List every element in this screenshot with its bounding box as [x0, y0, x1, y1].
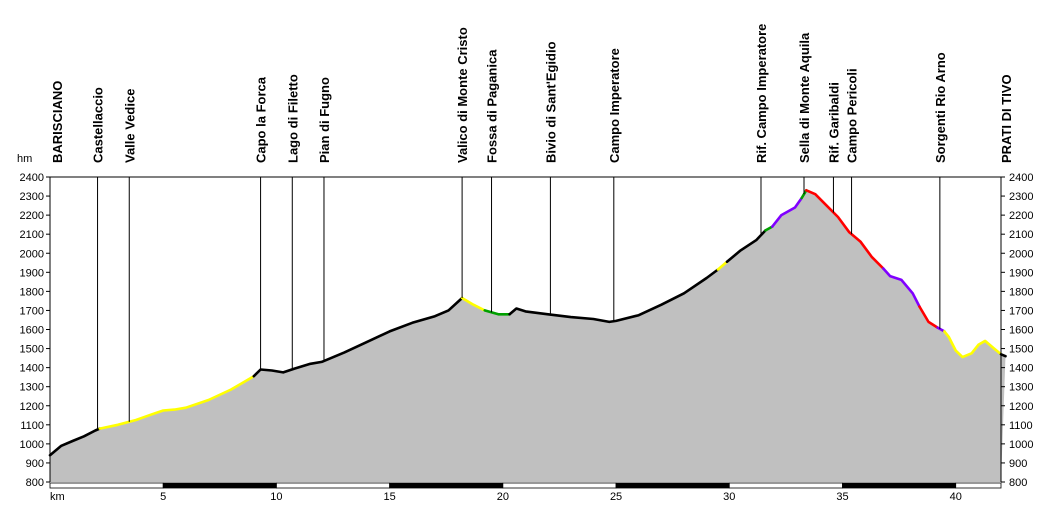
- x-axis-scale-block: [162, 482, 277, 489]
- y-tick-label-right: 1200: [1009, 401, 1033, 413]
- x-axis-scale-block: [49, 482, 164, 489]
- y-tick-label-left: 1900: [20, 267, 44, 279]
- elevation-segment: [716, 260, 729, 271]
- y-tick-label-left: 1000: [20, 439, 44, 451]
- elevation-segment: [881, 267, 921, 308]
- waypoint-label: Castellaccio: [91, 87, 106, 163]
- elevation-segment: [483, 309, 511, 316]
- terrain-area: [50, 190, 1006, 483]
- x-axis-scale-block: [502, 482, 617, 489]
- y-tick-label-right: 2300: [1009, 191, 1033, 203]
- waypoint-label: Pian di Fugno: [317, 77, 332, 163]
- y-tick-label-left: 1800: [20, 286, 44, 298]
- x-tick-label: 20: [497, 491, 509, 503]
- y-tick-label-left: 2300: [20, 191, 44, 203]
- y-tick-label-left: 2000: [20, 248, 44, 260]
- y-tick-label-right: 2400: [1009, 172, 1033, 184]
- waypoint-label: Sella di Monte Aquila: [797, 32, 812, 163]
- y-tick-label-left: 2100: [20, 229, 44, 241]
- y-tick-label-right: 2100: [1009, 229, 1033, 241]
- y-tick-label-right: 1000: [1009, 439, 1033, 451]
- axes-layer: 800 800 900 900 1000 1000 1100 1100 1200 1200 1300…: [17, 153, 1033, 503]
- elevation-segment: [999, 352, 1007, 358]
- waypoint-label: Sorgenti Rio Arno: [933, 52, 948, 163]
- x-axis-scale-block: [955, 482, 1002, 489]
- y-tick-label-right: 2200: [1009, 210, 1033, 222]
- x-axis-scale-block: [842, 482, 957, 489]
- y-tick-label-right: 1500: [1009, 344, 1033, 356]
- x-tick-label: 10: [270, 491, 282, 503]
- y-tick-label-left: 1500: [20, 344, 44, 356]
- y-tick-label-right: 1700: [1009, 305, 1033, 317]
- x-axis-scale-block: [276, 482, 391, 489]
- waypoint-label: Lago di Filetto: [285, 74, 300, 163]
- y-tick-label-right: 1900: [1009, 267, 1033, 279]
- elevation-segment: [725, 229, 767, 264]
- y-tick-label-right: 2000: [1009, 248, 1033, 260]
- x-tick-label: 35: [836, 491, 848, 503]
- y-tick-label-right: 1400: [1009, 363, 1033, 375]
- elevation-segment: [918, 305, 939, 329]
- x-tick-label: 30: [723, 491, 735, 503]
- elevation-segment: [943, 330, 1003, 359]
- y-tick-label-left: 2400: [20, 172, 44, 184]
- x-tick-label: 25: [610, 491, 622, 503]
- y-tick-label-left: 2200: [20, 210, 44, 222]
- y-tick-label-right: 900: [1009, 458, 1027, 470]
- terrain-area-layer: [50, 190, 1006, 483]
- waypoint-label: Valico di Monte Cristo: [455, 27, 470, 163]
- y-tick-label-left: 800: [26, 477, 44, 489]
- y-tick-label-left: 1300: [20, 382, 44, 394]
- elevation-segment: [460, 296, 487, 312]
- elevation-segment: [98, 374, 256, 430]
- x-axis-scale-block: [728, 482, 843, 489]
- waypoint-label: PRATI DI TIVO: [999, 74, 1014, 163]
- y-axis-unit-label: hm: [17, 153, 32, 165]
- waypoint-label: Fossa di Paganica: [485, 49, 500, 163]
- waypoint-label: BARISCIANO: [50, 81, 65, 163]
- elevation-segment: [252, 296, 464, 378]
- waypoint-label: Rif. Campo Imperatore: [754, 24, 769, 163]
- waypoint-label: Rif. Garibaldi: [826, 82, 841, 163]
- x-axis-scale-block: [389, 482, 504, 489]
- y-tick-label-left: 1600: [20, 325, 44, 337]
- y-tick-label-right: 1100: [1009, 420, 1033, 432]
- elevation-segment: [48, 427, 102, 457]
- elevation-line-layer: [48, 189, 1007, 457]
- x-axis-unit-label: km: [50, 491, 65, 503]
- waypoint-label: Valle Vedice: [122, 89, 137, 163]
- y-tick-label-left: 1400: [20, 363, 44, 375]
- elevation-segment: [804, 189, 885, 270]
- waypoint-label: Campo Imperatore: [607, 48, 622, 163]
- y-tick-label-left: 900: [26, 458, 44, 470]
- y-tick-label-left: 1200: [20, 401, 44, 413]
- waypoint-label-layer: BARISCIANO Castellaccio Valle Vedice Capo l…: [50, 24, 1014, 163]
- y-tick-label-right: 1300: [1009, 382, 1033, 394]
- waypoint-label: Capo la Forca: [254, 76, 269, 163]
- elevation-segment: [508, 268, 720, 324]
- waypoint-label: Campo Pericoli: [845, 68, 860, 163]
- x-axis-scale-block: [615, 482, 730, 489]
- waypoint-guide-layer: [97, 177, 941, 430]
- y-tick-label-left: 1700: [20, 305, 44, 317]
- x-tick-label: 15: [384, 491, 396, 503]
- y-tick-label-left: 1100: [20, 420, 44, 432]
- x-tick-label: 40: [950, 491, 962, 503]
- x-tick-label: 5: [160, 491, 166, 503]
- y-tick-label-right: 1800: [1009, 286, 1033, 298]
- waypoint-label: Bivio di Sant'Egidio: [543, 41, 558, 163]
- elevation-segment: [770, 196, 804, 228]
- y-tick-label-right: 1600: [1009, 325, 1033, 337]
- y-tick-label-right: 800: [1009, 477, 1027, 489]
